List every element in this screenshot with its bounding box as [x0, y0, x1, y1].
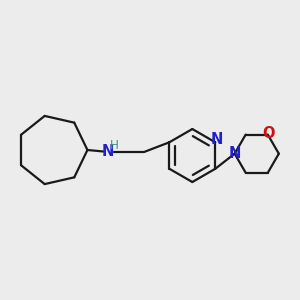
Text: N: N: [101, 144, 114, 159]
Text: N: N: [211, 132, 223, 147]
Text: O: O: [262, 126, 275, 141]
Text: H: H: [110, 139, 119, 152]
Text: N: N: [229, 146, 241, 161]
